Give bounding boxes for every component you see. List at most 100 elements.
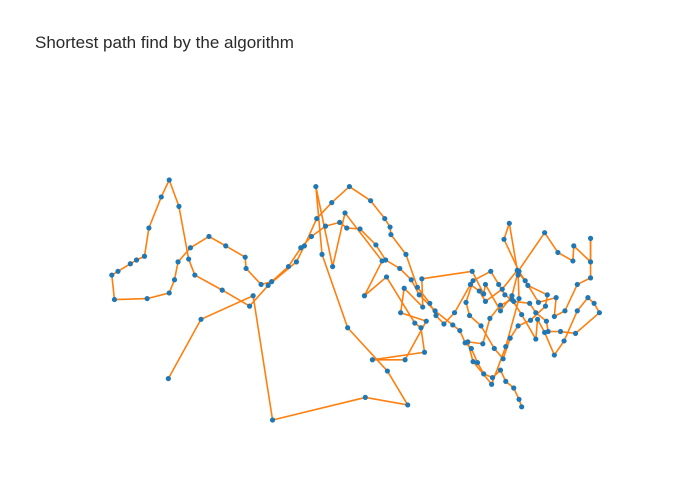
node-marker — [187, 245, 194, 251]
path-segment — [200, 295, 254, 321]
node-marker — [469, 268, 475, 274]
path-segment — [400, 311, 427, 322]
node-marker — [423, 318, 429, 324]
node-marker — [265, 282, 271, 289]
node-marker — [574, 308, 580, 314]
path-segment — [576, 297, 589, 312]
node-marker — [533, 336, 539, 342]
node-marker — [503, 378, 509, 385]
path-segment — [208, 235, 227, 247]
path-segment — [173, 261, 179, 280]
node-marker — [419, 276, 425, 282]
path-segment — [111, 274, 116, 300]
path-segment — [344, 212, 383, 262]
path-segment — [331, 212, 346, 267]
node-marker — [571, 243, 577, 249]
node-marker — [516, 396, 522, 402]
node-marker — [482, 298, 489, 305]
node-marker — [487, 315, 493, 321]
node-marker — [346, 183, 353, 190]
path-segment — [471, 270, 485, 295]
node-marker — [388, 231, 394, 238]
node-marker — [533, 310, 539, 316]
node-marker — [515, 272, 521, 278]
node-marker — [476, 288, 482, 294]
path-segment — [315, 186, 323, 255]
node-marker — [509, 293, 515, 299]
node-marker — [500, 356, 506, 362]
node-marker — [412, 320, 418, 326]
node-marker — [480, 341, 486, 347]
node-marker — [398, 310, 404, 316]
node-marker — [514, 267, 520, 273]
node-marker — [535, 299, 542, 305]
path-segment — [517, 232, 546, 272]
node-marker — [478, 323, 484, 329]
node-marker — [144, 295, 150, 302]
node-marker — [368, 198, 374, 204]
path-segment — [501, 269, 518, 290]
path-segment — [403, 287, 424, 308]
path-segment — [517, 275, 520, 299]
node-marker — [507, 335, 513, 341]
node-marker — [383, 257, 389, 263]
path-segment — [143, 227, 150, 257]
node-marker — [545, 328, 551, 335]
path-segment — [416, 286, 431, 304]
node-marker — [468, 345, 474, 352]
path-segment — [482, 318, 491, 344]
node-marker — [572, 330, 579, 337]
node-marker — [166, 177, 172, 183]
node-marker — [109, 272, 115, 278]
node-marker — [344, 225, 350, 231]
node-marker — [516, 295, 522, 302]
path-segment — [146, 292, 170, 300]
node-marker — [408, 277, 414, 283]
node-marker — [433, 312, 439, 319]
node-marker — [329, 199, 335, 206]
node-marker — [322, 223, 329, 229]
path-segment — [359, 228, 377, 246]
node-marker — [570, 258, 576, 264]
path-segment — [331, 185, 350, 204]
node-marker — [511, 385, 517, 391]
path-segment — [453, 284, 472, 314]
node-marker — [474, 359, 481, 366]
node-marker — [373, 242, 379, 248]
node-marker — [269, 279, 275, 285]
node-marker — [269, 417, 276, 423]
path-segment — [194, 274, 223, 291]
node-marker — [585, 295, 591, 301]
node-marker — [313, 183, 319, 190]
node-marker — [357, 226, 363, 232]
node-marker — [502, 292, 508, 298]
node-marker — [519, 404, 525, 410]
path-segment — [347, 327, 388, 372]
node-marker — [414, 284, 421, 290]
path-segment — [114, 297, 148, 301]
path-segment — [553, 340, 565, 356]
path-segment — [543, 232, 559, 253]
node-marker — [176, 203, 182, 209]
path-segment — [321, 254, 349, 329]
path-segment — [348, 185, 372, 202]
node-marker — [133, 257, 140, 263]
path-segment — [369, 200, 386, 220]
node-marker — [319, 251, 325, 257]
path-segment — [287, 247, 302, 268]
node-marker — [574, 281, 580, 288]
path-segment — [557, 251, 574, 262]
path-segment — [187, 258, 196, 276]
path-segment — [245, 267, 262, 286]
node-marker — [467, 281, 474, 288]
node-marker — [499, 286, 505, 292]
node-marker — [542, 230, 548, 236]
path-segment — [160, 179, 170, 198]
node-marker — [298, 245, 304, 251]
node-marker — [397, 265, 403, 272]
path-segment — [513, 300, 530, 305]
node-marker — [165, 375, 171, 382]
node-marker — [497, 308, 504, 314]
node-marker — [551, 352, 557, 358]
path-segment — [271, 265, 290, 283]
